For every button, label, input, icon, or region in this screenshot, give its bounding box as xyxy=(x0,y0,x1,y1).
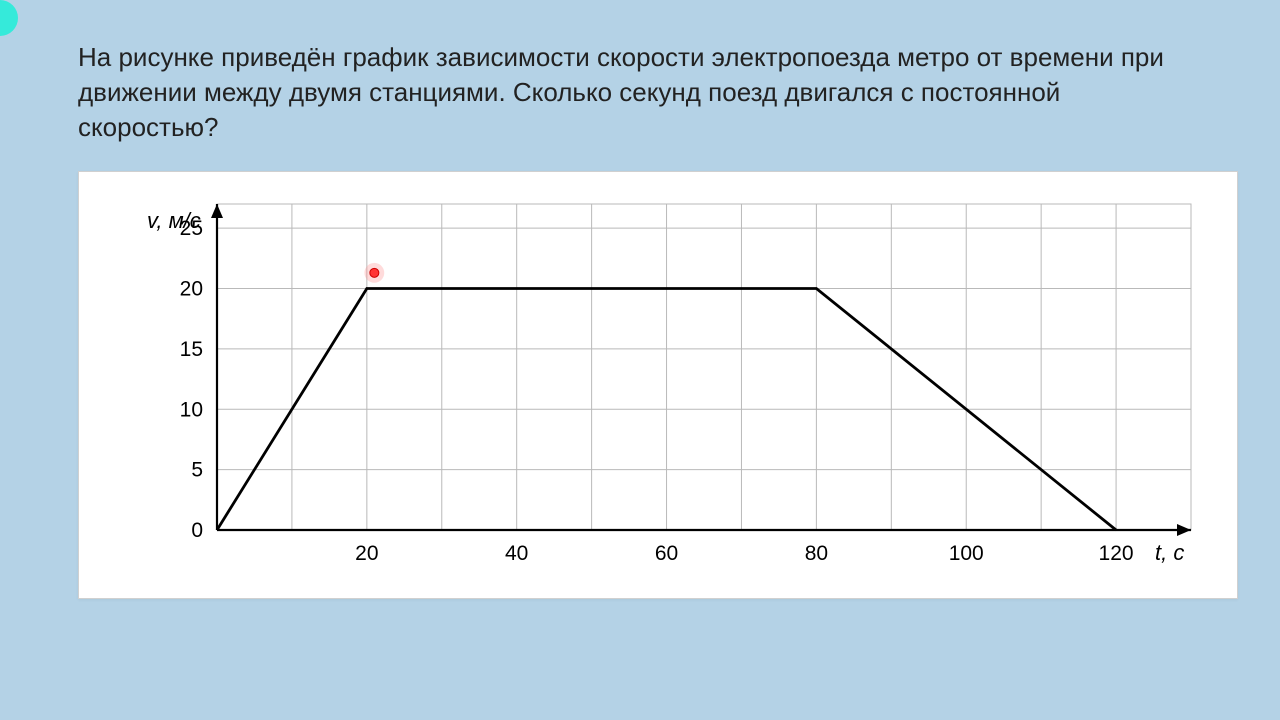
slide-body: На рисунке приведён график зависимости с… xyxy=(18,0,1280,720)
svg-text:t, с: t, с xyxy=(1155,540,1184,565)
question-text: На рисунке приведён график зависимости с… xyxy=(78,40,1198,145)
svg-text:20: 20 xyxy=(180,278,203,301)
svg-text:40: 40 xyxy=(505,542,528,565)
svg-text:0: 0 xyxy=(191,519,203,542)
page-root: На рисунке приведён график зависимости с… xyxy=(0,0,1280,720)
svg-text:20: 20 xyxy=(355,542,378,565)
svg-text:120: 120 xyxy=(1099,542,1134,565)
svg-text:v, м/с: v, м/с xyxy=(147,208,201,233)
svg-text:5: 5 xyxy=(191,459,203,482)
svg-text:100: 100 xyxy=(949,542,984,565)
velocity-time-chart: 051015202520406080100120v, м/сt, с xyxy=(97,184,1221,584)
accent-ribbon xyxy=(0,0,18,36)
svg-text:80: 80 xyxy=(805,542,828,565)
svg-text:60: 60 xyxy=(655,542,678,565)
svg-text:15: 15 xyxy=(180,338,203,361)
chart-card: 051015202520406080100120v, м/сt, с xyxy=(78,171,1238,599)
svg-text:10: 10 xyxy=(180,399,203,422)
